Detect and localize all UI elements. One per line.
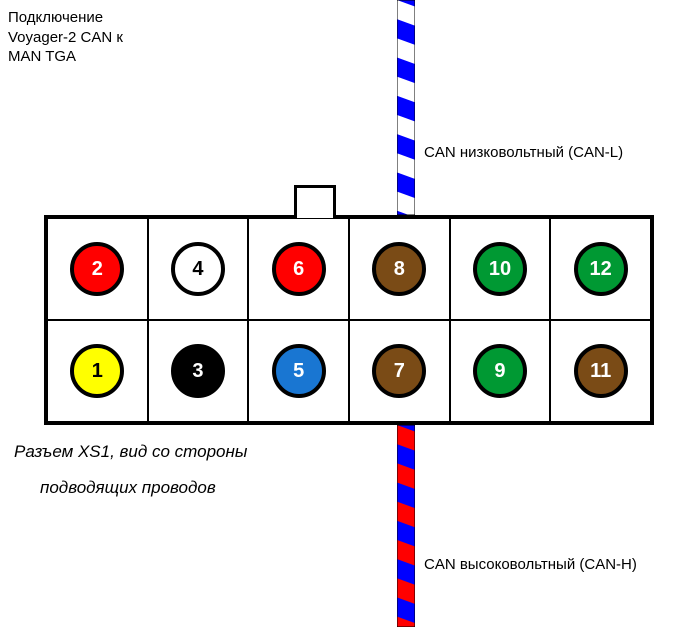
pin-12: 12 (574, 242, 628, 296)
connector-cell: 4 (148, 218, 249, 320)
connector-cell: 9 (450, 320, 551, 422)
connector-notch (294, 185, 336, 218)
connector-cell: 10 (450, 218, 551, 320)
wire-can-h (397, 425, 415, 627)
title-line-1: Подключение (8, 8, 123, 28)
connector-cell: 1 (47, 320, 148, 422)
label-can-l: CAN низковольтный (CAN-L) (424, 144, 623, 161)
diagram-title: Подключение Voyager-2 CAN к MAN TGA (8, 8, 123, 67)
connector-cell: 11 (550, 320, 651, 422)
connector-cell: 8 (349, 218, 450, 320)
wire-can-l (397, 0, 415, 215)
pin-4: 4 (171, 242, 225, 296)
pin-1: 1 (70, 344, 124, 398)
pin-6: 6 (272, 242, 326, 296)
pin-5: 5 (272, 344, 326, 398)
connector-cell: 12 (550, 218, 651, 320)
connector-xs1: 2468 10 12 13579 11 (44, 215, 654, 425)
pin-7: 7 (372, 344, 426, 398)
pin-10: 10 (473, 242, 527, 296)
pin-3: 3 (171, 344, 225, 398)
title-line-2: Voyager-2 CAN к (8, 28, 123, 48)
caption-line-2: подводящих проводов (40, 478, 216, 498)
pin-9: 9 (473, 344, 527, 398)
pin-2: 2 (70, 242, 124, 296)
title-line-3: MAN TGA (8, 47, 123, 67)
label-can-h: CAN высоковольтный (CAN-H) (424, 556, 637, 573)
pin-8: 8 (372, 242, 426, 296)
connector-cell: 5 (248, 320, 349, 422)
pin-11: 11 (574, 344, 628, 398)
connector-cell: 2 (47, 218, 148, 320)
caption-line-1: Разъем XS1, вид со стороны (14, 442, 247, 462)
connector-cell: 6 (248, 218, 349, 320)
connector-cell: 3 (148, 320, 249, 422)
connector-cell: 7 (349, 320, 450, 422)
